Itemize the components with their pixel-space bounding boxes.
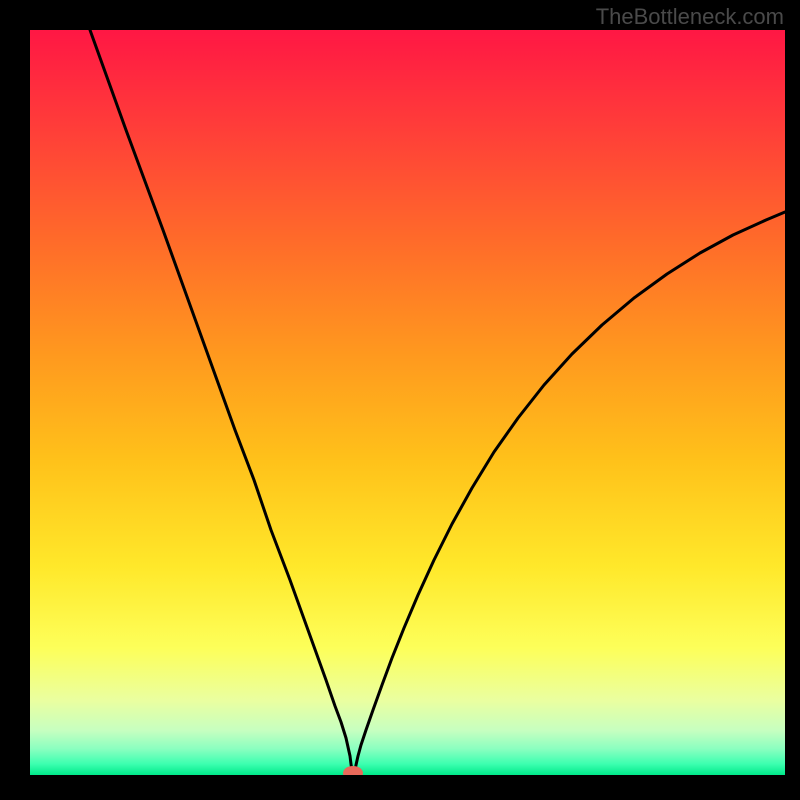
chart-frame: TheBottleneck.com xyxy=(0,0,800,800)
border-left xyxy=(0,0,30,800)
border-bottom xyxy=(0,775,800,800)
bottleneck-curve xyxy=(30,30,785,775)
minimum-marker xyxy=(343,766,363,775)
border-right xyxy=(785,0,800,800)
plot-area xyxy=(30,30,785,775)
curve-path xyxy=(90,30,785,775)
watermark-text: TheBottleneck.com xyxy=(596,4,784,30)
